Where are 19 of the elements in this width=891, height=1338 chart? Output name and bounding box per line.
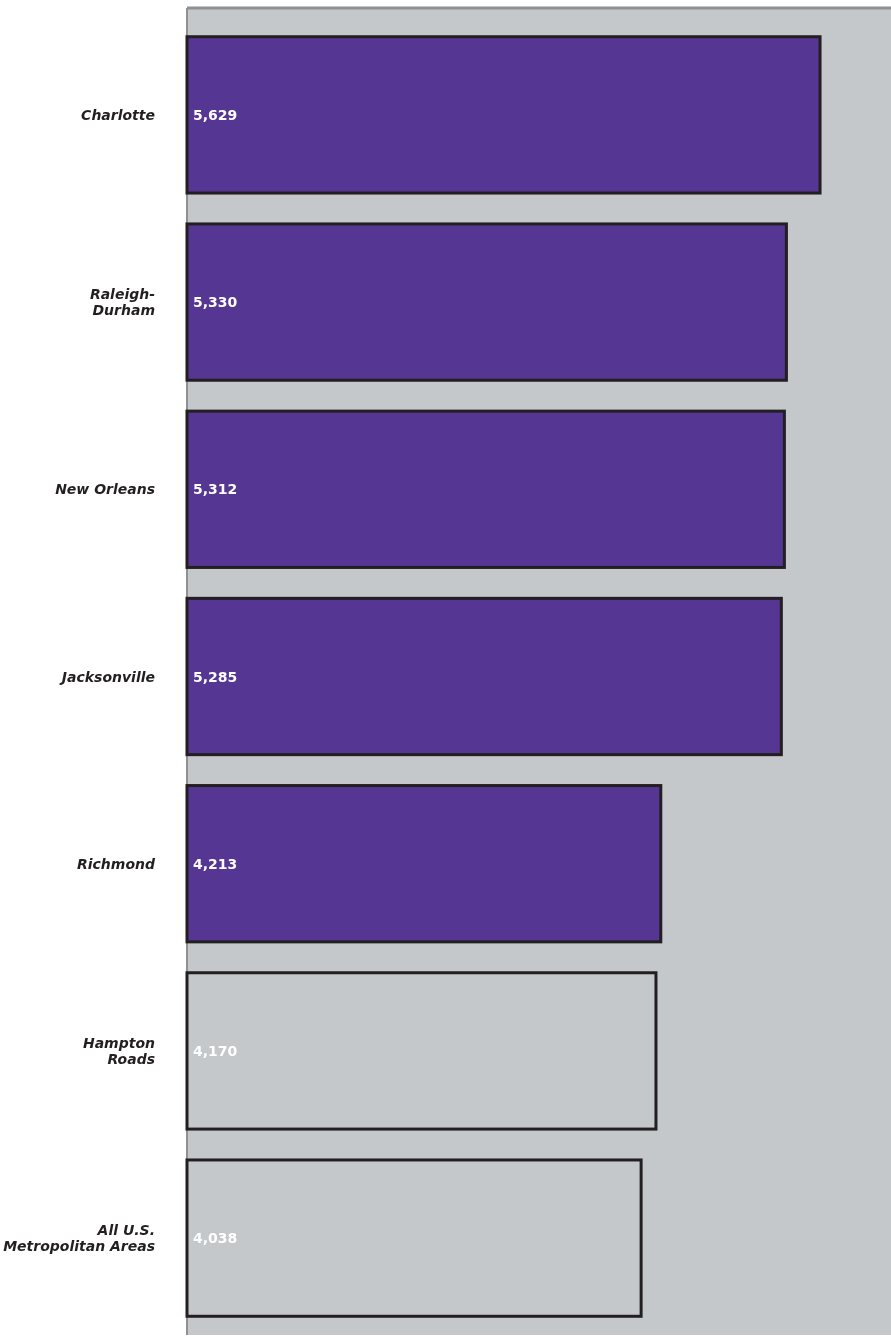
data-label: 4,213 (193, 855, 238, 872)
y-tick-label: Charlotte (81, 106, 155, 123)
bar (185, 35, 822, 195)
y-tick-label: Richmond (76, 855, 156, 872)
y-tick-label: New Orleans (55, 481, 155, 498)
bar (185, 409, 786, 569)
data-label: 4,170 (193, 1042, 238, 1059)
bar (185, 222, 788, 382)
data-label: 5,285 (193, 668, 238, 685)
data-label: 5,330 (193, 294, 238, 311)
bar (185, 784, 663, 944)
data-label: 4,038 (193, 1230, 238, 1247)
data-label: 5,629 (193, 106, 238, 123)
y-tick-label: Hampton Roads (82, 1034, 156, 1067)
y-tick-label: All U.S. Metropolitan Areas (3, 1222, 155, 1255)
data-label: 5,312 (193, 481, 238, 498)
y-tick-label: Raleigh-Durham (89, 286, 156, 319)
y-tick-label: Jacksonville (58, 668, 155, 685)
bar (185, 596, 783, 757)
